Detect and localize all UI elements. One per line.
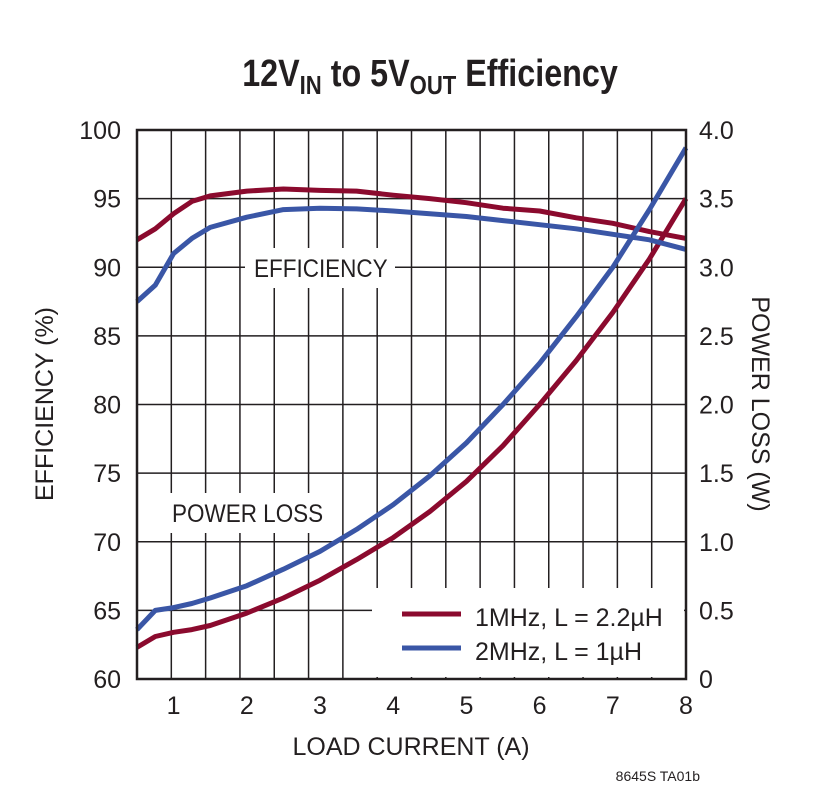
y-left-tick-label: 95 xyxy=(93,186,121,214)
power-loss-line-series-1 xyxy=(135,146,689,632)
footer-code: 8645S TA01b xyxy=(616,768,701,784)
x-tick-label: 6 xyxy=(533,692,547,720)
efficiency-line-series-0 xyxy=(135,186,687,242)
y-left-tick-label: 65 xyxy=(93,597,121,625)
y-right-tick-label: 2.5 xyxy=(699,323,734,351)
y-right-tick-label: 2.0 xyxy=(699,392,734,420)
y-right-tick-label: 0.5 xyxy=(699,597,734,625)
title-part: Efficiency xyxy=(456,53,618,95)
series-lines xyxy=(135,146,689,650)
y-axis-label-right: POWER LOSS (W) xyxy=(746,296,774,511)
chart-title: 12VIN to 5VOUT Efficiency xyxy=(242,53,618,101)
legend-label-1mhz: 1MHz, L = 2.2µH xyxy=(475,604,663,632)
y-left-tick-label: 85 xyxy=(93,323,121,351)
y-left-tick-label: 100 xyxy=(79,117,121,145)
x-tick-label: 5 xyxy=(459,692,473,720)
y-left-tick-label: 70 xyxy=(93,529,121,557)
tick-labels: 1 2 3 4 5 6 7 8 60 65 70 75 80 85 90 95 100 0 0.5 1.0 1.5 2.0… xyxy=(79,117,733,720)
y-right-tick-label: 1.0 xyxy=(699,529,734,557)
power-loss-line-series-0 xyxy=(135,197,689,650)
y-left-tick-label: 80 xyxy=(93,392,121,420)
legend-background xyxy=(372,588,684,677)
annotation-efficiency: EFFICIENCY xyxy=(254,255,388,283)
y-right-tick-label: 3.0 xyxy=(699,254,734,282)
y-right-tick-label: 0 xyxy=(699,666,713,694)
annotation-power-loss: POWER LOSS xyxy=(172,500,323,528)
y-left-tick-label: 75 xyxy=(93,460,121,488)
legend: 1MHz, L = 2.2µH 2MHz, L = 1µH xyxy=(402,604,663,666)
legend-label-2mhz: 2MHz, L = 1µH xyxy=(475,638,642,666)
y-left-tick-label: 90 xyxy=(93,254,121,282)
y-right-tick-label: 1.5 xyxy=(699,460,734,488)
annotations: EFFICIENCY POWER LOSS xyxy=(165,248,395,533)
x-tick-label: 7 xyxy=(606,692,620,720)
x-axis-label: LOAD CURRENT (A) xyxy=(292,733,529,761)
y-left-tick-label: 60 xyxy=(93,666,121,694)
y-right-tick-label: 4.0 xyxy=(699,117,734,145)
y-axis-label-left: EFFICIENCY (%) xyxy=(31,307,59,501)
x-tick-label: 3 xyxy=(313,692,327,720)
efficiency-line-series-1 xyxy=(135,205,687,304)
title-subscript: OUT xyxy=(410,71,457,100)
x-tick-label: 2 xyxy=(240,692,254,720)
x-tick-label: 8 xyxy=(679,692,693,720)
title-part: to 5V xyxy=(322,53,410,95)
plot-frame xyxy=(135,128,688,681)
x-tick-label: 1 xyxy=(167,692,181,720)
title-part: 12V xyxy=(242,53,300,95)
title-subscript: IN xyxy=(300,71,322,100)
y-right-tick-label: 3.5 xyxy=(699,186,734,214)
x-tick-label: 4 xyxy=(386,692,400,720)
